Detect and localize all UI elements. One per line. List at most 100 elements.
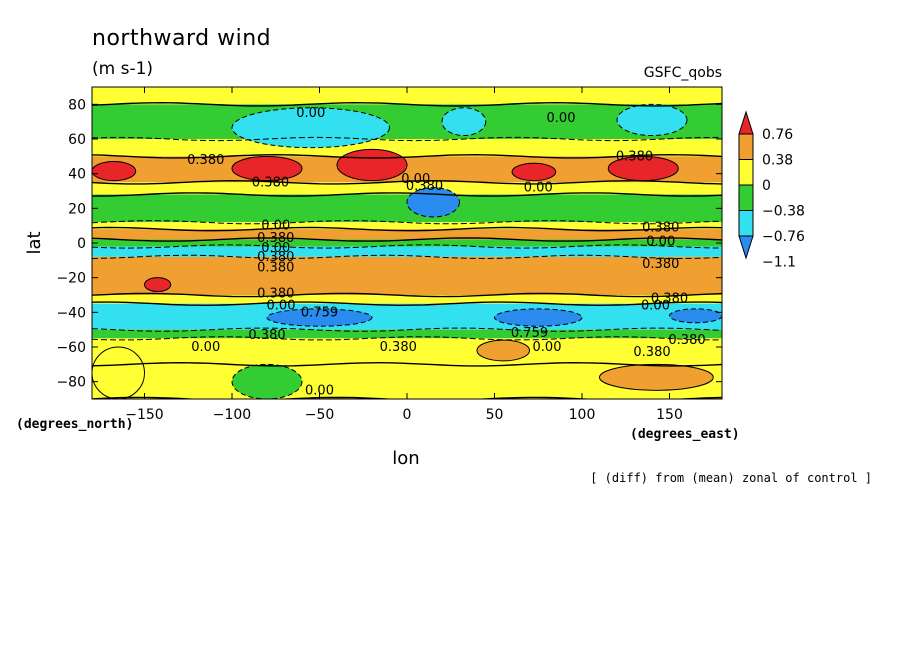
colorbar-segment-1 xyxy=(738,133,754,160)
colorbar-label-2: 0 xyxy=(762,178,771,194)
cell-14 xyxy=(231,363,303,399)
band-11 xyxy=(92,295,722,304)
band-7 xyxy=(92,229,722,240)
contour-line-4 xyxy=(92,192,722,197)
colorbar-label-3: −0.38 xyxy=(762,204,805,220)
x-axis-ticks: −150 −100 −50 0 50 100 150 xyxy=(125,87,683,423)
band-14 xyxy=(92,338,722,365)
cell-15 xyxy=(476,339,530,362)
contour-line-12 xyxy=(92,327,722,332)
contour-line-14 xyxy=(92,361,722,367)
band-9 xyxy=(92,246,722,257)
x-unit-label: (degrees_east) xyxy=(630,427,740,442)
cell-11 xyxy=(494,308,583,327)
y-tick-label-3: −20 xyxy=(56,271,86,287)
colorbar-segment-4 xyxy=(738,210,754,237)
band-12 xyxy=(92,303,722,330)
x-tick-label-5: 100 xyxy=(569,407,596,423)
contour-line-10 xyxy=(92,292,722,298)
cell-12 xyxy=(669,308,722,324)
band-10 xyxy=(92,256,722,295)
contour-label-5: 0.00 xyxy=(547,111,576,126)
contour-line-1 xyxy=(92,136,722,142)
contour-line-2 xyxy=(92,153,722,159)
x-tick-label-4: 50 xyxy=(486,407,504,423)
plot-field xyxy=(92,87,722,399)
cell-3 xyxy=(511,162,557,182)
contour-label-26: 0.00 xyxy=(533,340,562,355)
x-tick-label-6: 150 xyxy=(656,407,683,423)
chart-title: northward wind xyxy=(92,26,271,51)
diff-note: [ (diff) from (mean) zonal of control ] xyxy=(590,471,872,485)
y-tick-label-6: 40 xyxy=(68,167,86,183)
colorbar-segment-3 xyxy=(738,184,754,211)
contour-line-0 xyxy=(92,101,722,107)
colorbar-label-5: −1.1 xyxy=(762,255,796,271)
contour-label-21: 0.380 xyxy=(248,328,285,343)
contour-line-3 xyxy=(92,179,722,185)
contour-label-15: 0.380 xyxy=(642,257,679,272)
y-axis-label: lat xyxy=(24,231,45,254)
band-6 xyxy=(92,222,722,230)
colorbar: 0.76 0.38 0 −0.38 −0.76 −1.1 xyxy=(738,110,805,271)
cell-1 xyxy=(231,155,303,182)
contour-label-13: 0.380 xyxy=(642,220,679,235)
contour-line-8 xyxy=(92,244,722,249)
contour-label-22: 0.759 xyxy=(511,326,548,341)
contour-label-11: 0.380 xyxy=(257,250,294,265)
band-8 xyxy=(92,239,722,247)
contour-label-3: 0.00 xyxy=(401,172,430,187)
x-axis-label: lon xyxy=(392,448,419,469)
colorbar-top-arrow xyxy=(738,110,754,135)
contour-label-19: 0.380 xyxy=(651,291,688,306)
contour-label-24: 0.00 xyxy=(191,340,220,355)
y-tick-label-0: −80 xyxy=(56,375,86,391)
y-tick-label-5: 20 xyxy=(68,201,86,217)
chart-subtitle: (m s-1) xyxy=(92,59,153,79)
contour-lines xyxy=(92,101,722,399)
band-13 xyxy=(92,329,722,339)
contour-label-27: 0.380 xyxy=(633,345,670,360)
contour-line-7 xyxy=(92,237,722,242)
contour-label-0: 0.00 xyxy=(296,106,325,121)
source-label: GSFC_qobs xyxy=(644,65,722,81)
contour-line-6 xyxy=(92,226,722,232)
contour-label-1: 0.380 xyxy=(187,153,224,168)
colorbar-label-4: −0.76 xyxy=(762,229,805,245)
y-tick-label-2: −40 xyxy=(56,305,86,321)
contour-label-16: 0.380 xyxy=(257,286,294,301)
cell-2 xyxy=(336,148,408,182)
contour-label-6: 0.380 xyxy=(616,149,653,164)
band-4 xyxy=(92,182,722,195)
band-0 xyxy=(92,87,722,105)
y-axis-ticks: −80 −60 −40 −20 0 20 40 60 80 xyxy=(56,97,722,391)
contour-label-20: 0.00 xyxy=(641,298,670,313)
colorbar-label-0: 0.76 xyxy=(762,127,793,143)
contour-label-28: 0.00 xyxy=(305,383,334,398)
colorbar-segment-2 xyxy=(738,159,754,186)
colorbar-label-1: 0.38 xyxy=(762,153,793,169)
cell-8 xyxy=(616,103,688,137)
cell-6 xyxy=(231,107,390,149)
cell-5 xyxy=(144,277,172,293)
contour-line-5 xyxy=(92,220,722,225)
contour-label-18: 0.759 xyxy=(301,305,338,320)
contour-label-12: 0.380 xyxy=(257,260,294,275)
contour-line-11 xyxy=(92,301,722,307)
cell-10 xyxy=(266,308,373,327)
x-tick-label-0: −150 xyxy=(125,407,163,423)
band-2 xyxy=(92,139,722,157)
contour-label-7: 0.00 xyxy=(524,181,553,196)
y-unit-label: (degrees_north) xyxy=(16,417,133,432)
y-tick-label-1: −60 xyxy=(56,340,86,356)
contour-label-10: 0.00 xyxy=(261,241,290,256)
y-tick-label-4: 0 xyxy=(77,236,86,252)
cell-16 xyxy=(599,363,714,391)
x-tick-label-3: 0 xyxy=(403,407,412,423)
contour-label-2: 0.380 xyxy=(252,175,289,190)
contour-label-8: 0.00 xyxy=(261,219,290,234)
y-tick-label-7: 60 xyxy=(68,132,86,148)
contour-label-14: 0.00 xyxy=(646,234,675,249)
